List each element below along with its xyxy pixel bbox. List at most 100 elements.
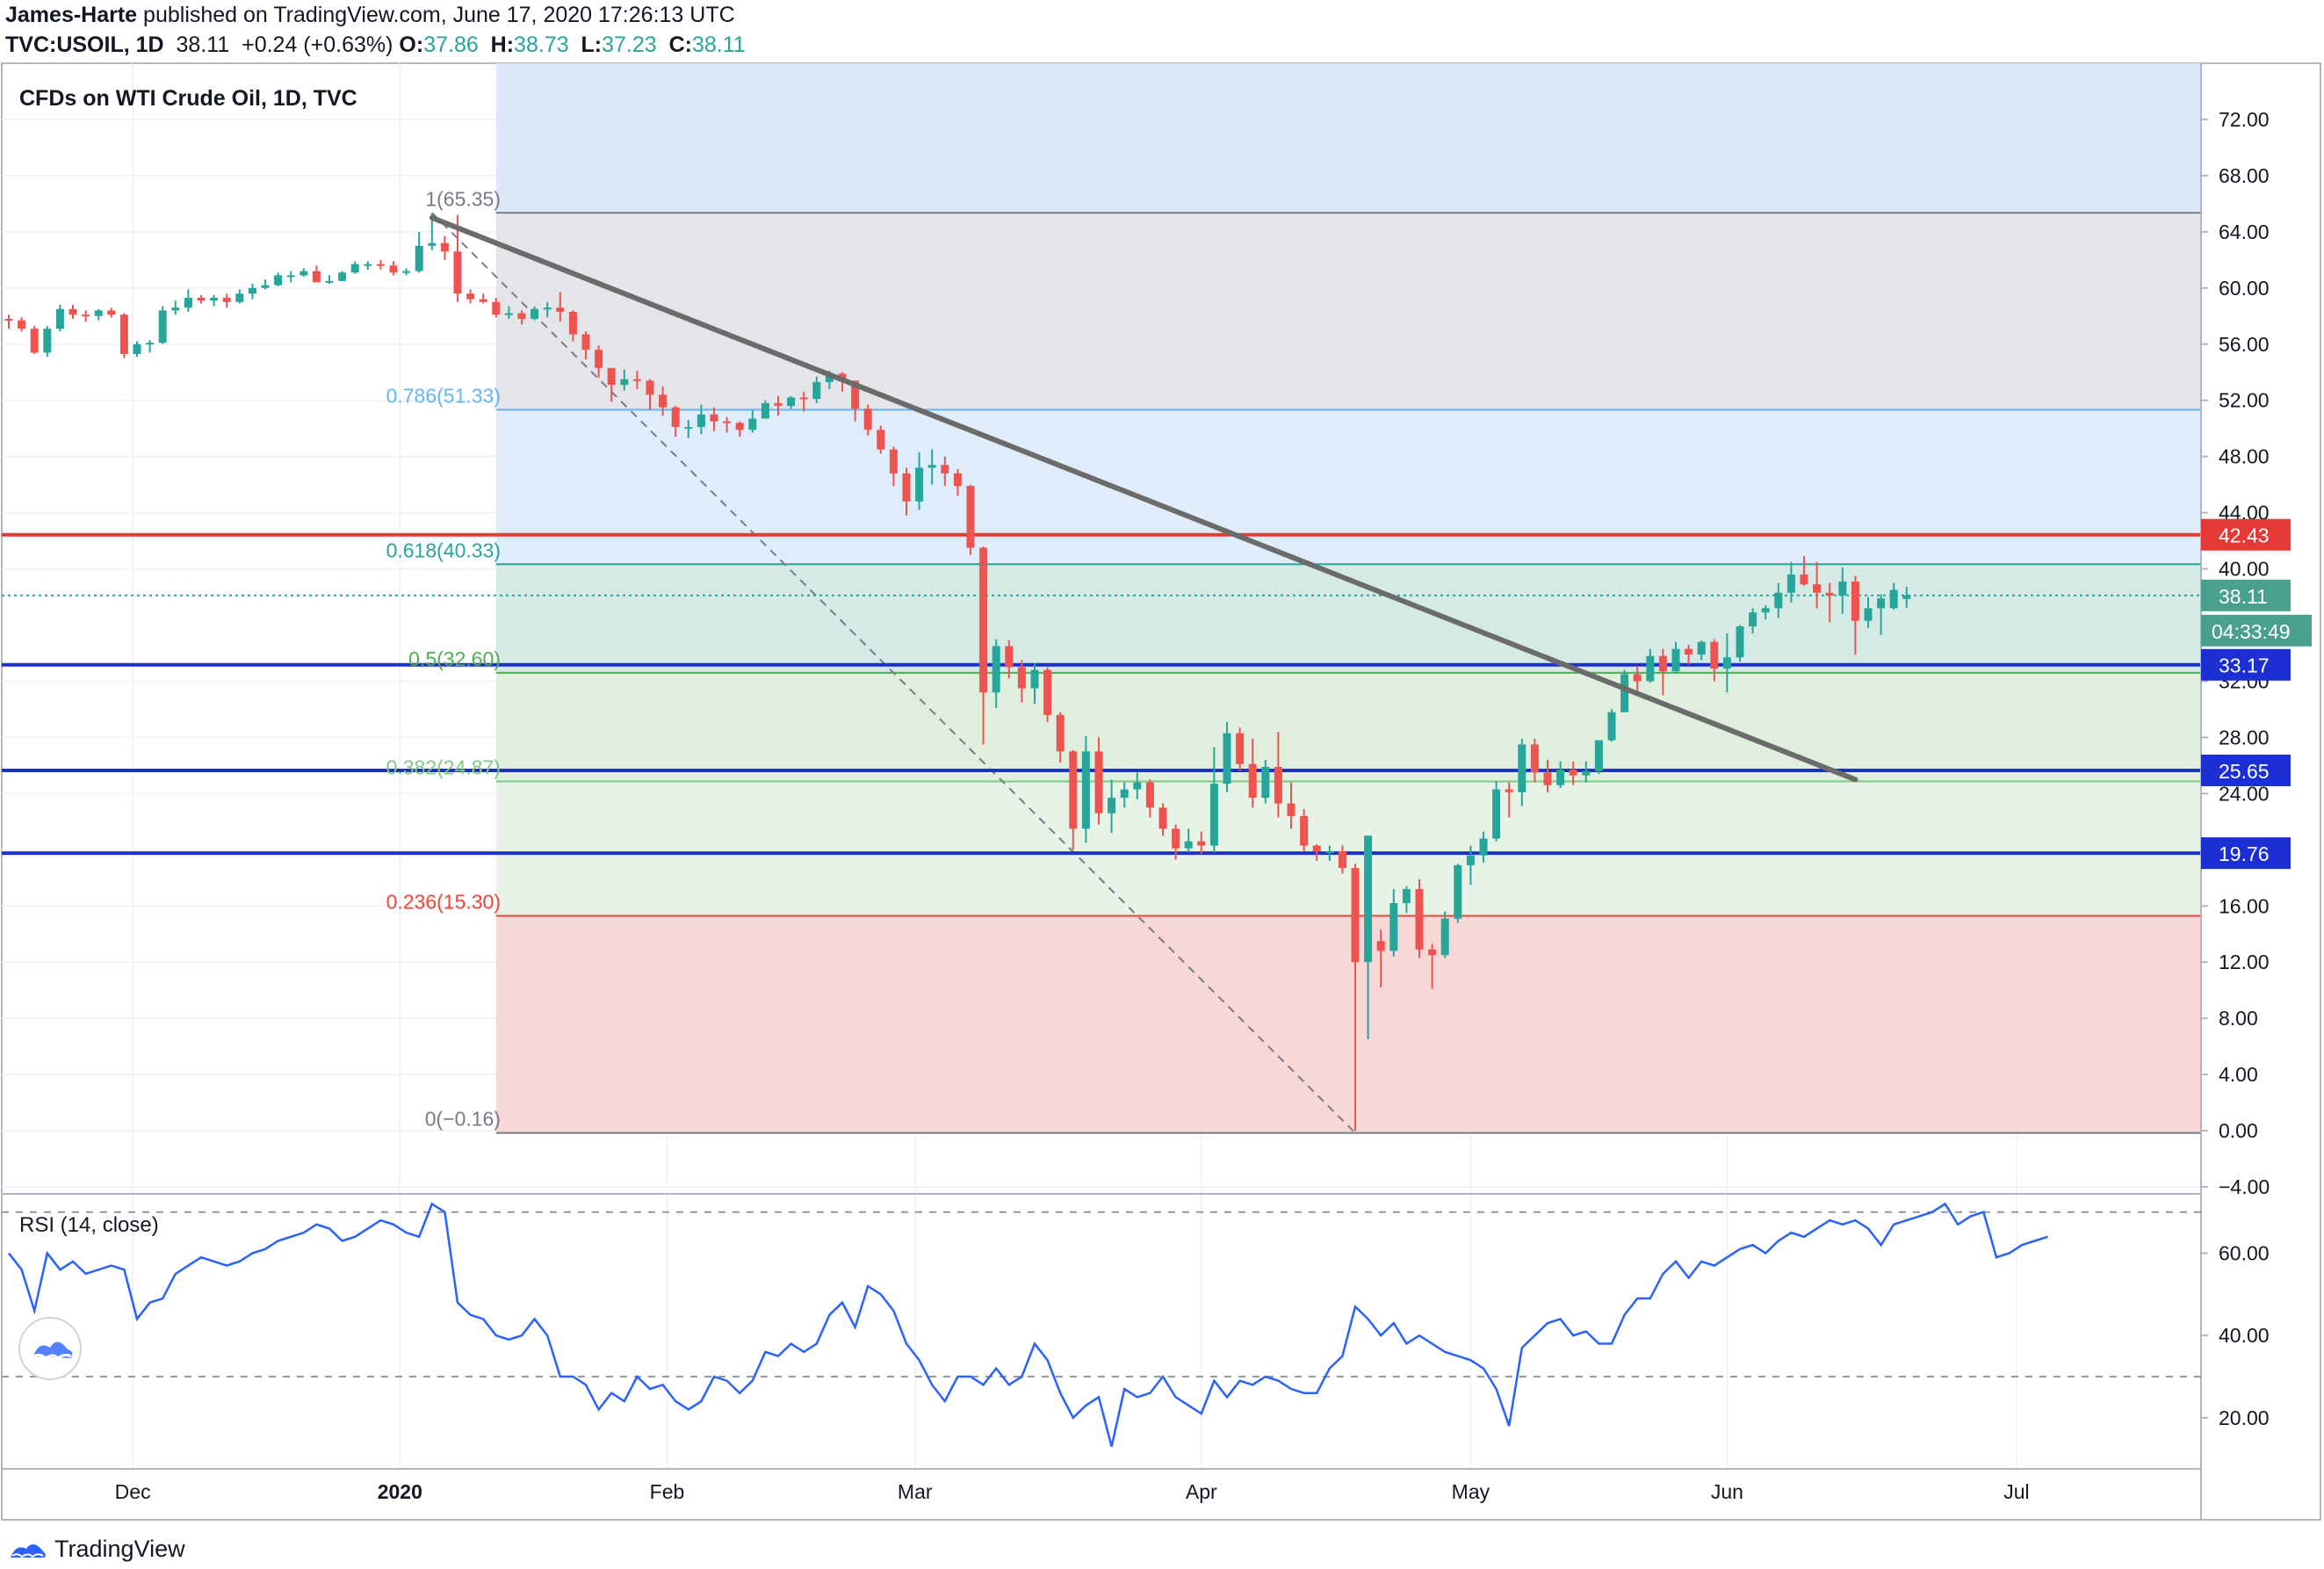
candle-body (1351, 868, 1360, 963)
candle-body (1786, 574, 1795, 593)
candle-body (146, 343, 155, 345)
price-axis-label: 60.00 (2219, 277, 2270, 300)
candle-body (1158, 807, 1167, 829)
price-badge (2201, 518, 2291, 551)
candle-body (1274, 766, 1282, 804)
candle-body (710, 414, 718, 422)
close-label: C: (668, 33, 692, 57)
fib-level-label: 0(−0.16) (425, 1108, 501, 1131)
high-value: 38.73 (514, 33, 569, 57)
price-badge (2201, 837, 2291, 870)
fib-level-label: 0.618(40.33) (386, 539, 501, 561)
time-axis-label: May (1452, 1480, 1490, 1503)
candle-body (1685, 648, 1693, 655)
candle-body (877, 430, 885, 450)
candle-body (1133, 782, 1142, 790)
candle-body (1069, 751, 1078, 829)
candle-body (1864, 608, 1873, 621)
price-axis-label: 52.00 (2219, 389, 2270, 412)
candle-body (1736, 626, 1744, 658)
candle-body (1594, 740, 1603, 771)
candle-body (504, 313, 513, 315)
candle-body (1530, 744, 1539, 773)
footer-brand[interactable]: TradingView (54, 1535, 185, 1562)
tradingview-logo-icon[interactable] (9, 1536, 47, 1561)
price-badge-label: 19.76 (2219, 842, 2270, 865)
candle-body (1030, 669, 1039, 689)
candle-body (1800, 574, 1808, 585)
candle-body (620, 379, 629, 386)
candle-body (197, 297, 206, 301)
candle-body (1633, 674, 1642, 682)
candle-body (1261, 766, 1270, 799)
candle-body (350, 264, 359, 273)
candle-body (364, 264, 372, 266)
candle-body (1389, 903, 1398, 951)
candle-body (94, 310, 103, 316)
candle-body (1312, 845, 1321, 851)
candle-body (761, 402, 769, 419)
candle-body (1620, 674, 1629, 712)
author-name[interactable]: James-Harte (5, 3, 138, 27)
rsi-label: RSI (14, close) (19, 1213, 159, 1237)
low-label: L: (581, 33, 603, 57)
candle-body (415, 245, 423, 271)
fib-zone (495, 409, 2201, 565)
ohlc-header: TVC:USOIL, 1D 38.11 +0.24 (+0.63%) O:37.… (5, 32, 746, 58)
symbol-label: TVC:USOIL, 1D (5, 33, 164, 57)
candle-body (1518, 744, 1526, 792)
candle-body (863, 409, 872, 430)
candle-body (1056, 714, 1065, 752)
candle-body (1428, 949, 1437, 956)
price-axis-label: 16.00 (2219, 894, 2270, 917)
candle-body (1658, 655, 1667, 672)
candle-body (1671, 648, 1680, 672)
candle-body (184, 297, 192, 308)
rsi-axis-label: 40.00 (2219, 1324, 2270, 1347)
candle-body (1813, 584, 1822, 593)
candle-body (799, 397, 808, 400)
time-axis-label: Mar (898, 1480, 933, 1503)
high-label: H: (490, 33, 515, 57)
candle-body (1877, 598, 1886, 609)
candle-body (248, 287, 256, 294)
candle-body (825, 373, 834, 382)
candle-body (158, 310, 167, 343)
publish-info: published on TradingView.com, June 17, 2… (143, 3, 735, 27)
candle-body (696, 414, 705, 428)
candle-body (1376, 941, 1385, 951)
candle-body (1851, 581, 1859, 621)
candle-body (1838, 581, 1847, 596)
candle-body (1287, 803, 1296, 816)
candle-body (979, 547, 988, 693)
countdown-label: 04:33:49 (2212, 620, 2291, 643)
candle-body (1492, 789, 1501, 839)
candle-body (723, 421, 732, 423)
candle-body (927, 465, 936, 468)
chart-canvas[interactable]: 1(65.35) 0.786(51.33) 0.618(40.33) 0.5(32.6… (0, 61, 2324, 1522)
candle-body (646, 380, 654, 395)
candle-body (632, 379, 641, 381)
candle-body (1364, 835, 1373, 963)
candle-body (992, 646, 1000, 693)
candle-body (1466, 855, 1475, 865)
candle-body (915, 467, 924, 502)
candle-body (1094, 751, 1103, 813)
trend-line[interactable] (429, 214, 1858, 783)
candle-body (1108, 798, 1116, 813)
candle-body (479, 299, 487, 302)
price-axis-label: 68.00 (2219, 164, 2270, 187)
time-axis-label: Jul (2003, 1480, 2029, 1503)
candle-body (300, 271, 308, 276)
candle-body (1710, 641, 1719, 669)
rsi-axis-label: 60.00 (2219, 1242, 2270, 1265)
price-axis-label: 0.00 (2219, 1119, 2258, 1142)
candle-body (1248, 763, 1257, 799)
candle-body (966, 486, 975, 548)
candle-body (1825, 592, 1834, 596)
candle-body (1454, 864, 1462, 919)
candle-body (1479, 838, 1488, 856)
price-badge-label: 38.11 (2219, 585, 2268, 608)
candle-body (684, 427, 693, 430)
candle-body (543, 307, 552, 310)
